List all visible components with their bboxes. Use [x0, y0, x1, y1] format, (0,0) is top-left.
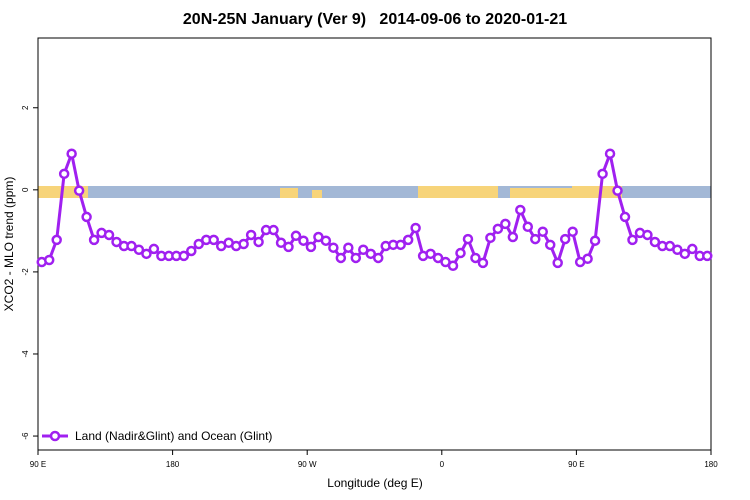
data-point: [597, 168, 608, 180]
legend: Land (Nadir&Glint) and Ocean (Glint): [42, 429, 272, 443]
data-point: [111, 236, 122, 248]
data-point: [649, 236, 661, 248]
y-tick-label: -6: [21, 432, 30, 440]
data-point: [522, 221, 534, 233]
y-axis-label: XCO2 - MLO trend (ppm): [2, 177, 16, 312]
data-point: [627, 234, 638, 246]
plot-frame: [37, 37, 712, 451]
data-point: [702, 250, 713, 262]
data-point: [679, 248, 691, 260]
data-point: [43, 254, 55, 266]
data-point: [193, 238, 205, 250]
data-point: [395, 239, 406, 251]
data-point: [544, 239, 556, 251]
data-point: [604, 148, 616, 159]
data-point: [283, 241, 294, 253]
data-point: [432, 252, 444, 264]
data-point: [51, 234, 62, 246]
data-point: [612, 185, 623, 196]
data-point: [58, 168, 70, 180]
data-point: [103, 229, 115, 241]
data-point: [567, 226, 578, 237]
x-axis-label: Longitude (deg E): [327, 476, 422, 490]
x-tick-label: 90 E: [30, 460, 46, 469]
data-point: [81, 211, 92, 223]
data-point: [447, 260, 459, 271]
data-point: [515, 204, 526, 216]
data-point: [372, 252, 384, 264]
data-point: [530, 233, 541, 245]
data-point: [559, 233, 571, 245]
data-point: [253, 236, 264, 248]
legend-label: Land (Nadir&Glint) and Ocean (Glint): [75, 429, 272, 443]
x-tick-label: 90 E: [568, 460, 584, 469]
data-point: [178, 250, 190, 262]
data-point: [238, 238, 249, 250]
data-point: [500, 218, 511, 230]
data-point: [350, 252, 362, 264]
data-point: [537, 226, 548, 237]
land-ocean-strip: [38, 186, 711, 198]
y-tick-label: -2: [21, 268, 30, 276]
data-point: [245, 229, 257, 241]
data-point: [552, 257, 563, 269]
y-tick-label: -4: [21, 350, 30, 358]
data-point: [298, 235, 309, 246]
data-point: [208, 234, 219, 246]
legend-marker: [49, 430, 61, 442]
data-point: [455, 247, 466, 259]
y-tick-label: 0: [21, 187, 30, 192]
data-point: [410, 222, 421, 234]
data-point: [619, 211, 631, 223]
data-point: [402, 234, 414, 246]
data-point: [343, 242, 354, 253]
data-point: [275, 237, 287, 249]
data-point: [268, 224, 279, 236]
data-point: [642, 229, 653, 241]
data-point: [425, 248, 436, 260]
data-point: [141, 248, 152, 260]
data-point: [328, 242, 339, 253]
data-point: [492, 223, 504, 235]
data-point: [470, 252, 481, 264]
data-point: [477, 257, 489, 269]
data-point: [186, 245, 197, 257]
data-point: [290, 230, 302, 242]
data-point: [687, 243, 698, 255]
x-tick-label: 180: [166, 460, 180, 469]
data-point: [88, 234, 100, 246]
data-point: [335, 252, 347, 264]
data-point: [66, 148, 77, 159]
data-point: [320, 235, 332, 246]
data-point: [305, 241, 317, 253]
x-tick-label: 0: [440, 460, 445, 469]
data-point: [148, 243, 160, 255]
data-point: [672, 244, 683, 255]
data-point: [133, 244, 145, 255]
x-tick-label: 180: [704, 460, 718, 469]
x-tick-label: 90 W: [298, 460, 317, 469]
data-point: [462, 233, 474, 245]
data-point: [507, 231, 519, 243]
y-tick-label: 2: [21, 105, 30, 110]
data-point: [365, 248, 377, 260]
data-point: [485, 232, 496, 244]
data-point: [589, 235, 601, 246]
data-point: [582, 253, 593, 265]
data-point: [358, 244, 369, 255]
data-point: [73, 185, 85, 196]
chart-title: 20N-25N January (Ver 9) 2014-09-06 to 20…: [183, 11, 567, 28]
